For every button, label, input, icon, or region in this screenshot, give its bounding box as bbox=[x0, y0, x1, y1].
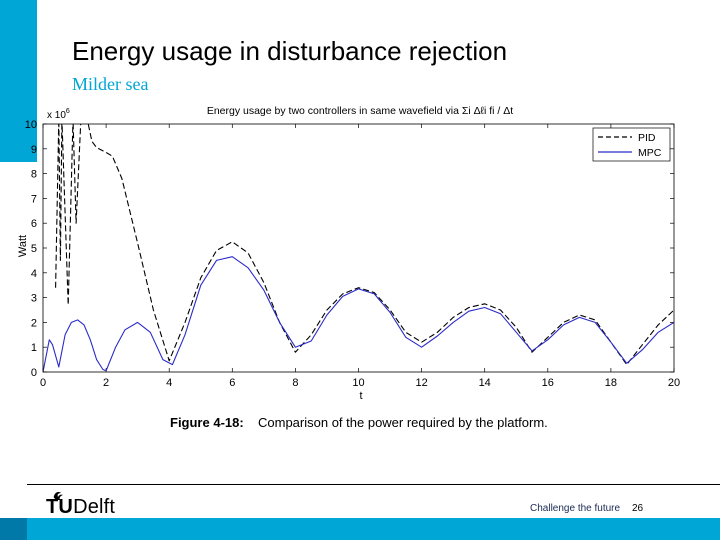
logo-delft-text: Delft bbox=[73, 496, 116, 518]
chart-area: 0 2 4 6 8 10 12 14 16 18 20 0 1 2 3 4 5 6 7 8 9 10 Energy usa… bbox=[0, 100, 720, 440]
footer-band-accent bbox=[0, 518, 27, 540]
plot-border bbox=[42, 123, 675, 373]
x-tick-label: 12 bbox=[415, 377, 427, 389]
series-layer bbox=[43, 124, 674, 372]
legend-pid-label: PID bbox=[638, 132, 656, 144]
x-tick-label: 2 bbox=[103, 377, 109, 389]
axis-multiplier-exponent: 6 bbox=[66, 108, 70, 115]
logo-tu-text: TU bbox=[46, 496, 74, 518]
x-tick-label: 6 bbox=[229, 377, 235, 389]
y-tick-label: 2 bbox=[31, 317, 37, 329]
axis-multiplier-base: x 10 bbox=[47, 110, 66, 121]
y-tick-label: 8 bbox=[31, 169, 37, 181]
x-tick-label: 18 bbox=[605, 377, 617, 389]
y-tick-label: 5 bbox=[31, 243, 37, 255]
chart-legend: PID MPC bbox=[592, 127, 671, 162]
series-line-mpc bbox=[43, 256, 674, 372]
legend-mpc-label: MPC bbox=[638, 147, 662, 159]
y-tick-label: 6 bbox=[31, 218, 37, 230]
figure-caption-text: Comparison of the power required by the … bbox=[258, 415, 548, 430]
page-number: 26 bbox=[632, 503, 644, 514]
tudelft-flame-icon bbox=[53, 492, 63, 500]
y-tick-label: 10 bbox=[25, 119, 37, 131]
chart-title: Energy usage by two controllers in same … bbox=[207, 105, 513, 117]
page-title: Energy usage in disturbance rejection bbox=[72, 36, 508, 66]
y-tick-label: 1 bbox=[31, 342, 37, 354]
x-tick-label: 0 bbox=[40, 377, 46, 389]
footer-band bbox=[0, 518, 720, 540]
plot-frame bbox=[43, 124, 674, 372]
x-tick-label: 16 bbox=[542, 377, 554, 389]
legend-box bbox=[592, 127, 671, 162]
page-subtitle: Milder sea bbox=[72, 74, 149, 94]
footer-divider bbox=[27, 484, 720, 485]
y-tick-label: 0 bbox=[31, 367, 37, 379]
y-tick-label: 9 bbox=[31, 144, 37, 156]
x-tick-label: 8 bbox=[292, 377, 298, 389]
x-tick-label: 20 bbox=[668, 377, 680, 389]
x-tick-label: 10 bbox=[352, 377, 364, 389]
y-tick-label: 4 bbox=[31, 268, 37, 280]
accent-bar bbox=[0, 0, 37, 162]
y-tick-label: 3 bbox=[31, 293, 37, 305]
figure-caption-label: Figure 4-18: bbox=[170, 415, 244, 430]
axis-multiplier: x 106 bbox=[47, 108, 70, 121]
tudelft-logo: TUDelft bbox=[46, 496, 115, 519]
x-axis-label: t bbox=[359, 390, 362, 402]
x-tick-label: 14 bbox=[479, 377, 491, 389]
series-line-pid bbox=[55, 124, 674, 366]
y-axis-label: Watt bbox=[17, 235, 29, 257]
x-tick-label: 4 bbox=[166, 377, 172, 389]
y-tick-label: 7 bbox=[31, 193, 37, 205]
footer-slogan: Challenge the future bbox=[530, 503, 621, 514]
